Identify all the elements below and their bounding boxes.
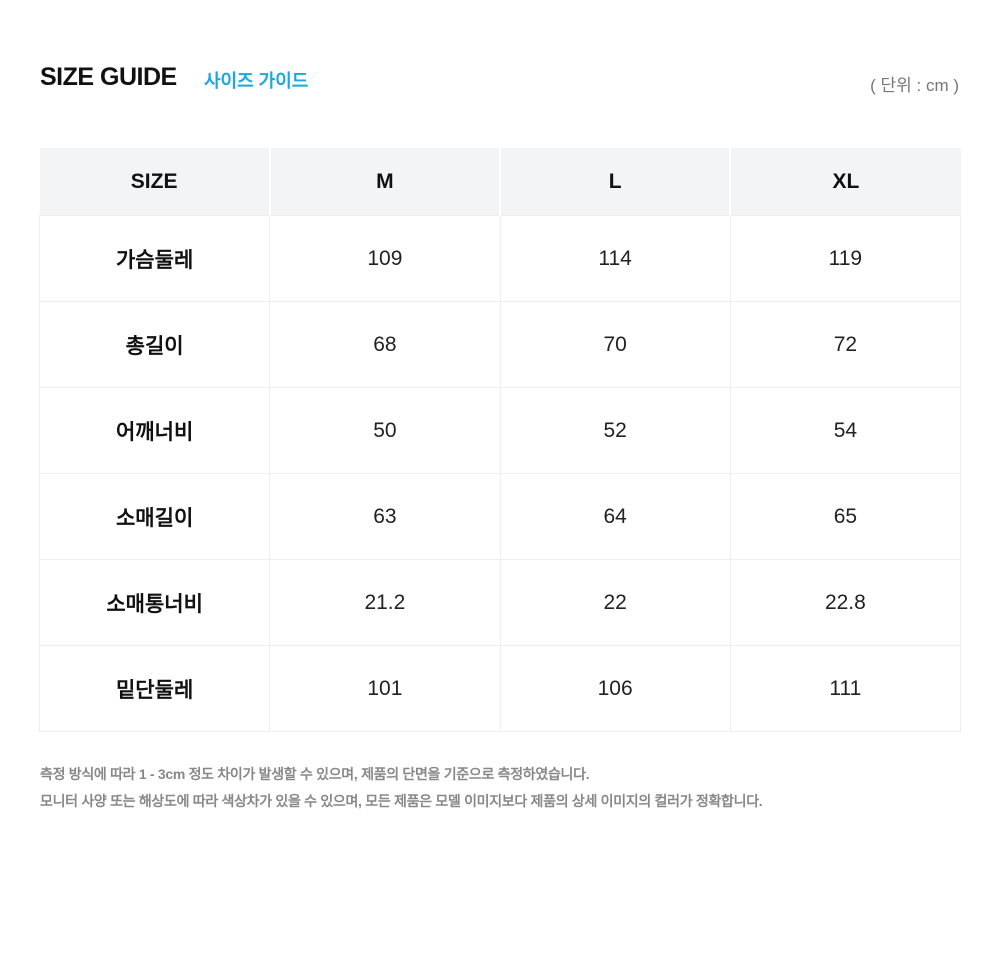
- cell-value: 65: [729, 473, 962, 560]
- cell-value: 50: [269, 387, 501, 474]
- cell-value: 111: [729, 645, 962, 732]
- cell-value: 54: [729, 387, 962, 474]
- table-row: 소매길이 63 64 65: [38, 473, 962, 560]
- page-title: SIZE GUIDE: [40, 63, 177, 91]
- cell-value: 119: [729, 215, 962, 302]
- row-label: 소매통너비: [38, 559, 271, 646]
- cell-value: 21.2: [269, 559, 501, 646]
- cell-value: 63: [269, 473, 501, 560]
- cell-value: 109: [269, 215, 501, 302]
- column-header: M: [269, 148, 502, 216]
- table-row: 밑단둘레 101 106 111: [38, 645, 962, 732]
- column-header: SIZE: [39, 148, 271, 216]
- size-table: SIZE M L XL 가슴둘레 109 114 119 총길이 68 70 72 어깨너비 50…: [38, 148, 962, 732]
- table-row: 총길이 68 70 72: [38, 301, 962, 388]
- table-row: 어깨너비 50 52 54: [38, 387, 962, 474]
- cell-value: 70: [499, 301, 731, 388]
- column-header: L: [500, 148, 732, 216]
- cell-value: 22.8: [729, 559, 962, 646]
- cell-value: 101: [269, 645, 501, 732]
- row-label: 소매길이: [38, 473, 271, 560]
- cell-value: 64: [499, 473, 731, 560]
- cell-value: 106: [499, 645, 731, 732]
- table-row: 가슴둘레 109 114 119: [38, 215, 962, 302]
- row-label: 밑단둘레: [38, 645, 271, 732]
- row-label: 가슴둘레: [38, 215, 271, 302]
- row-label: 어깨너비: [38, 387, 271, 474]
- note-line: 모니터 사양 또는 해상도에 따라 색상차가 있을 수 있으며, 모든 제품은 …: [40, 793, 763, 809]
- table-row: 소매통너비 21.2 22 22.8: [38, 559, 962, 646]
- row-label: 총길이: [38, 301, 271, 388]
- cell-value: 114: [499, 215, 731, 302]
- note-line: 측정 방식에 따라 1 - 3cm 정도 차이가 발생할 수 있으며, 제품의 …: [40, 766, 590, 782]
- cell-value: 72: [729, 301, 962, 388]
- cell-value: 52: [499, 387, 731, 474]
- unit-label: ( 단위 : cm ): [870, 76, 959, 95]
- cell-value: 22: [499, 559, 731, 646]
- table-header-row: SIZE M L XL: [39, 148, 961, 216]
- page-subtitle: 사이즈 가이드: [204, 71, 309, 91]
- notes: 측정 방식에 따라 1 - 3cm 정도 차이가 발생할 수 있으며, 제품의 …: [40, 761, 763, 815]
- cell-value: 68: [269, 301, 501, 388]
- column-header: XL: [730, 148, 961, 216]
